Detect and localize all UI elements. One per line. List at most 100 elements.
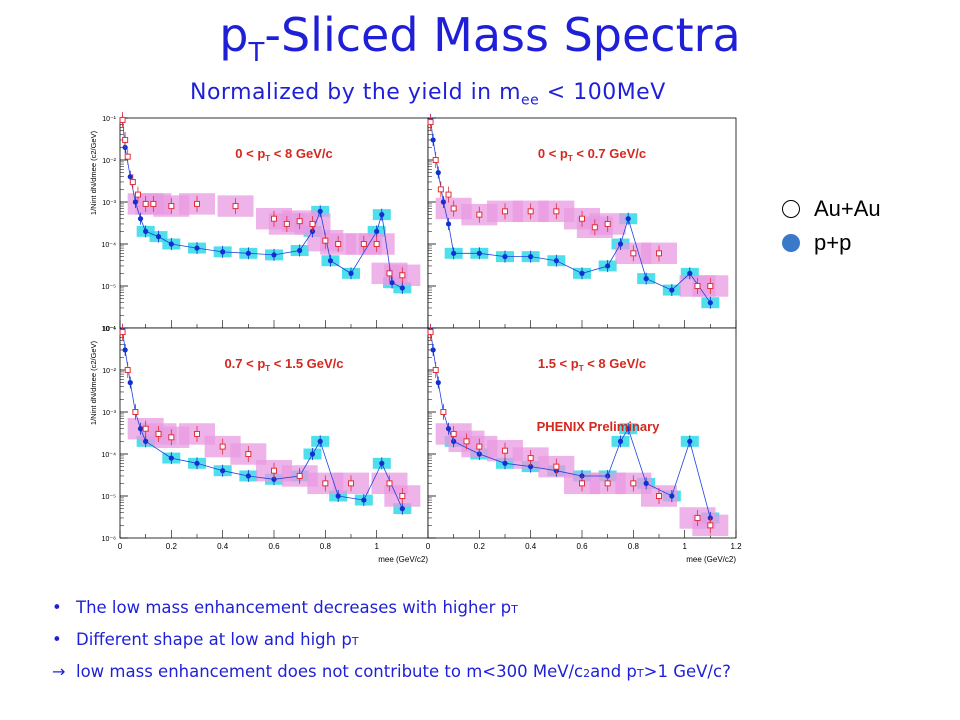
title-main: p bbox=[219, 8, 249, 62]
pp-series-line bbox=[122, 329, 403, 509]
y-axis-label: 1/Nint dN/dmee (c2/GeV) bbox=[89, 340, 98, 425]
x-tick-label: 0.6 bbox=[576, 542, 588, 551]
auau-point bbox=[476, 443, 483, 450]
notes-list: • The low mass enhancement decreases wit… bbox=[52, 598, 731, 694]
auau-point bbox=[707, 522, 714, 529]
auau-point bbox=[348, 480, 354, 487]
legend-label-auau: Au+Au bbox=[814, 196, 881, 221]
auau-point bbox=[232, 203, 239, 210]
pp-point bbox=[379, 212, 385, 218]
pp-point bbox=[220, 468, 226, 474]
pp-point bbox=[528, 464, 534, 470]
pp-point bbox=[687, 438, 693, 444]
pp-point bbox=[220, 249, 226, 255]
auau-point bbox=[245, 451, 252, 457]
pp-point bbox=[707, 300, 713, 306]
pp-point bbox=[643, 276, 649, 282]
auau-point bbox=[707, 283, 714, 289]
pp-point bbox=[297, 247, 303, 254]
auau-point bbox=[296, 218, 303, 225]
pp-point bbox=[143, 228, 149, 234]
pp-series-line bbox=[430, 329, 711, 519]
auau-point bbox=[129, 178, 136, 185]
note-text: low mass enhancement does not contribute… bbox=[76, 662, 584, 681]
auau-point bbox=[194, 430, 200, 437]
auau-point bbox=[604, 480, 611, 487]
note-text-tail: >1 GeV/c? bbox=[643, 662, 731, 681]
auau-point bbox=[373, 241, 380, 247]
auau-point bbox=[604, 220, 611, 227]
pp-point bbox=[617, 438, 624, 444]
pp-point bbox=[127, 174, 133, 180]
auau-point bbox=[168, 434, 175, 441]
auau-point bbox=[579, 480, 585, 487]
auau-point bbox=[132, 409, 139, 415]
auau-point bbox=[134, 191, 141, 198]
phenix-preliminary-label: PHENIX Preliminary bbox=[537, 419, 661, 434]
pp-point bbox=[528, 254, 534, 260]
pp-point bbox=[143, 438, 149, 444]
pp-point bbox=[389, 280, 395, 286]
pp-point bbox=[309, 451, 316, 457]
panel-label: 0 < pT < 0.7 GeV/c bbox=[538, 146, 646, 163]
x-tick-label: 0 bbox=[426, 542, 431, 551]
auau-point bbox=[579, 215, 585, 222]
auau-point bbox=[553, 463, 560, 470]
pp-point bbox=[374, 228, 380, 234]
auau-point bbox=[142, 200, 149, 207]
auau-point bbox=[630, 250, 637, 257]
pp-point bbox=[379, 460, 385, 466]
bullet-icon: • bbox=[52, 598, 62, 617]
y-tick-label: 10⁻⁴ bbox=[102, 452, 117, 459]
pp-point bbox=[625, 216, 631, 222]
auau-point bbox=[386, 480, 393, 487]
auau-point bbox=[271, 215, 277, 222]
x-tick-label: 0.4 bbox=[217, 542, 229, 551]
y-tick-label: 10⁻² bbox=[102, 158, 116, 165]
note-item: → low mass enhancement does not contribu… bbox=[52, 662, 731, 694]
auau-point bbox=[437, 186, 444, 193]
subtitle-pre: Normalized by the yield in m bbox=[190, 80, 522, 105]
pp-point bbox=[502, 254, 508, 260]
pp-point bbox=[399, 285, 405, 291]
auau-point bbox=[194, 200, 200, 207]
y-tick-label: 10⁻³ bbox=[102, 200, 116, 207]
pp-point bbox=[399, 506, 405, 512]
pp-point bbox=[348, 270, 354, 276]
y-tick-label: 10⁻⁶ bbox=[102, 326, 116, 333]
auau-point bbox=[432, 367, 439, 373]
note-text: The low mass enhancement decreases with … bbox=[76, 598, 512, 617]
y-tick-label: 10⁻⁵ bbox=[102, 494, 116, 501]
x-tick-label: 1.2 bbox=[730, 542, 742, 551]
legend: Au+Au p+p bbox=[782, 192, 881, 260]
pp-point bbox=[155, 234, 162, 240]
auau-point bbox=[168, 203, 175, 210]
x-axis-label: mee (GeV/c2) bbox=[378, 555, 428, 564]
auau-point bbox=[502, 208, 508, 215]
auau-point bbox=[694, 514, 701, 521]
pp-point bbox=[132, 199, 138, 205]
auau-point bbox=[360, 241, 367, 247]
pp-point bbox=[168, 241, 174, 247]
auau-point bbox=[440, 409, 447, 415]
note-subscript: T bbox=[511, 603, 518, 616]
y-tick-label: 10⁻¹ bbox=[102, 116, 116, 123]
auau-point bbox=[591, 224, 598, 231]
legend-item-pp: p+p bbox=[782, 226, 881, 260]
pp-point bbox=[451, 250, 457, 256]
pp-point bbox=[194, 460, 200, 466]
auau-point bbox=[335, 241, 342, 247]
auau-point bbox=[399, 493, 406, 499]
note-subscript: T bbox=[351, 635, 359, 648]
x-tick-label: 1 bbox=[374, 542, 379, 551]
auau-point bbox=[399, 272, 406, 279]
pp-point bbox=[168, 455, 174, 461]
legend-item-auau: Au+Au bbox=[782, 192, 881, 226]
auau-point bbox=[445, 191, 452, 198]
auau-point bbox=[450, 430, 457, 437]
auau-point bbox=[630, 480, 637, 487]
pp-point bbox=[435, 380, 441, 386]
auau-point bbox=[694, 283, 701, 289]
auau-point bbox=[142, 425, 149, 432]
pp-point bbox=[271, 252, 277, 258]
